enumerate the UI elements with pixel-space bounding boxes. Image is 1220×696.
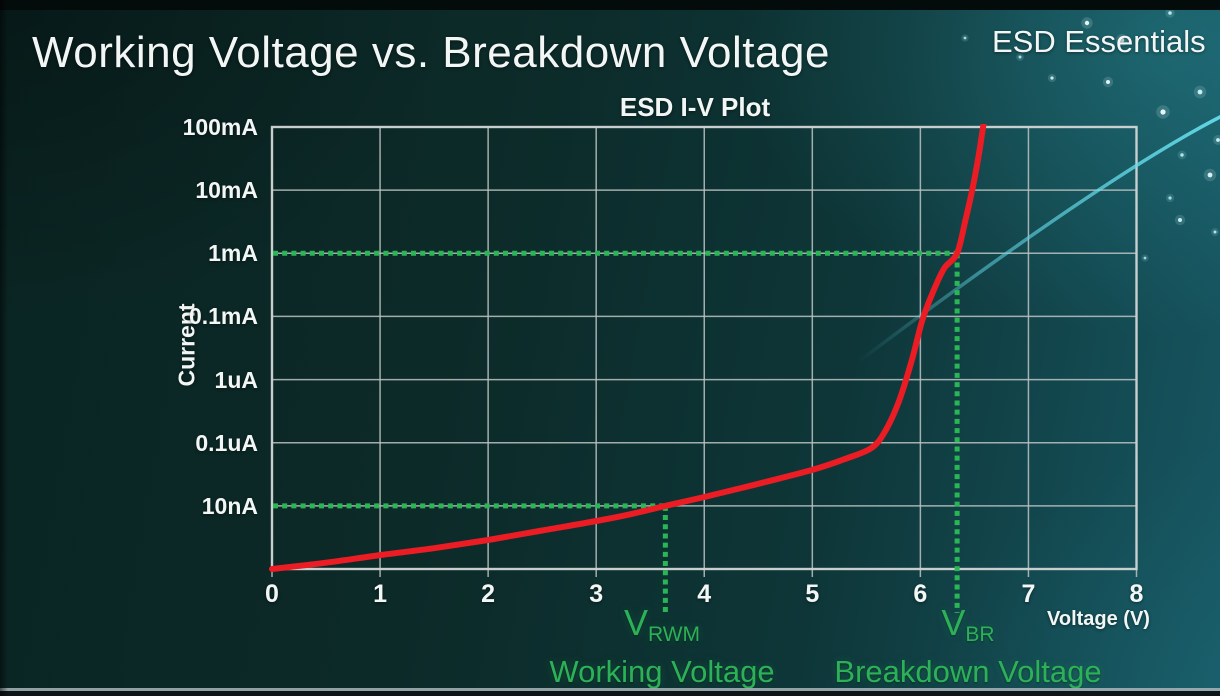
y-tick-label: 100mA <box>182 114 258 140</box>
y-tick-label: 1uA <box>214 366 258 393</box>
left-edge-shadow <box>0 0 8 696</box>
vrwm-symbol-sub: RWM <box>647 623 701 646</box>
x-tick-label: 3 <box>589 580 604 608</box>
bottom-separator-line <box>0 688 1220 691</box>
vbr-symbol-sub: BR <box>965 623 995 646</box>
y-tick-label: 0.1mA <box>188 303 258 330</box>
working-voltage-annotation: VRWM Working Voltage <box>549 605 775 689</box>
x-tick-label: 0 <box>265 580 279 608</box>
x-tick-label: 5 <box>805 580 820 608</box>
x-tick-label: 8 <box>1129 580 1144 608</box>
working-voltage-caption: Working Voltage <box>549 654 775 689</box>
breakdown-voltage-caption: Breakdown Voltage <box>834 654 1102 689</box>
brand-logo-text: ESD Essentials <box>992 24 1206 59</box>
x-tick-label: 7 <box>1021 580 1036 608</box>
y-tick-label: 0.1uA <box>195 429 258 456</box>
y-tick-label: 10nA <box>201 492 258 519</box>
chart-title: ESD I-V Plot <box>619 92 771 122</box>
y-tick-label: 10mA <box>195 177 258 204</box>
bottom-letterbox-bar <box>0 691 1220 696</box>
x-tick-label: 2 <box>481 580 496 608</box>
x-tick-label: 1 <box>373 580 388 608</box>
slide-title: Working Voltage vs. Breakdown Voltage <box>32 28 830 77</box>
y-tick-label: 1mA <box>208 240 258 267</box>
x-tick-label: 4 <box>697 580 712 608</box>
vbr-symbol-main: V <box>941 602 966 643</box>
vbr-symbol: VBR <box>834 605 1101 652</box>
vrwm-symbol-main: V <box>623 602 648 643</box>
vrwm-symbol: VRWM <box>549 605 774 652</box>
top-letterbox-bar <box>0 0 1220 10</box>
x-tick-label: 6 <box>913 580 928 608</box>
breakdown-voltage-annotation: VBR Breakdown Voltage <box>834 605 1102 689</box>
x-axis-title: Voltage (V) <box>1047 608 1150 630</box>
